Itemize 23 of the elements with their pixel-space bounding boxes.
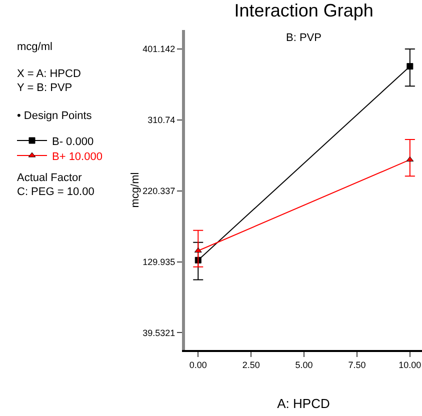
x-tick-label: 2.50 [242, 360, 260, 370]
legend-label: B+ 10.000 [52, 150, 102, 163]
text: mcg/ml [17, 41, 52, 53]
text: X = A: HPCD [17, 68, 81, 80]
y-tick-label: 39.5321 [142, 328, 176, 338]
x-tick-label: 5.00 [295, 360, 313, 370]
chart-subtitle: B: PVP [286, 32, 322, 44]
text: Actual Factor [17, 172, 82, 184]
text: • Design Points [17, 110, 92, 122]
x-tick-label: 0.00 [189, 360, 207, 370]
y-tick-label: 401.142 [142, 44, 176, 54]
chart-title: Interaction Graph [234, 0, 374, 21]
text: Y = B: PVP [17, 82, 72, 94]
x-tick-label: 10.00 [398, 360, 422, 370]
y-tick-label: 310.74 [148, 115, 176, 126]
point [406, 63, 414, 70]
y-tick-label: 129.935 [142, 256, 176, 267]
x-tick-label: 7.50 [348, 360, 366, 370]
text: C: PEG = 10.00 [17, 186, 94, 198]
y-axis-title: mcg/ml [129, 172, 142, 208]
y-tick-label: 220.337 [142, 186, 176, 196]
x-axis-title: A: HPCD [277, 396, 330, 411]
legend-label: B- 0.000 [52, 136, 94, 148]
